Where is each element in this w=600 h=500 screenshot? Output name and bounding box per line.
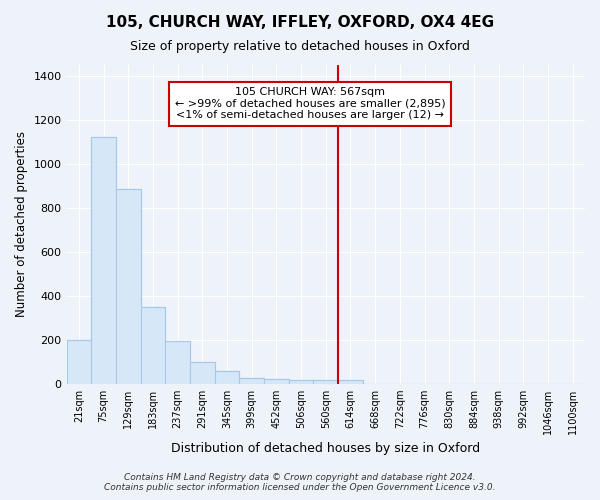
- Y-axis label: Number of detached properties: Number of detached properties: [15, 132, 28, 318]
- Bar: [313, 380, 338, 384]
- Text: Contains HM Land Registry data © Crown copyright and database right 2024.
Contai: Contains HM Land Registry data © Crown c…: [104, 473, 496, 492]
- Text: 105, CHURCH WAY, IFFLEY, OXFORD, OX4 4EG: 105, CHURCH WAY, IFFLEY, OXFORD, OX4 4EG: [106, 15, 494, 30]
- Bar: [165, 340, 190, 384]
- Bar: [190, 362, 215, 384]
- Bar: [140, 306, 165, 384]
- Bar: [67, 340, 91, 384]
- Text: Size of property relative to detached houses in Oxford: Size of property relative to detached ho…: [130, 40, 470, 53]
- Bar: [264, 379, 289, 384]
- Text: 105 CHURCH WAY: 567sqm
← >99% of detached houses are smaller (2,895)
<1% of semi: 105 CHURCH WAY: 567sqm ← >99% of detache…: [175, 88, 446, 120]
- Bar: [289, 380, 313, 384]
- Bar: [91, 138, 116, 384]
- Bar: [215, 371, 239, 384]
- Bar: [239, 378, 264, 384]
- Bar: [116, 189, 140, 384]
- Bar: [338, 380, 363, 384]
- X-axis label: Distribution of detached houses by size in Oxford: Distribution of detached houses by size …: [171, 442, 481, 455]
